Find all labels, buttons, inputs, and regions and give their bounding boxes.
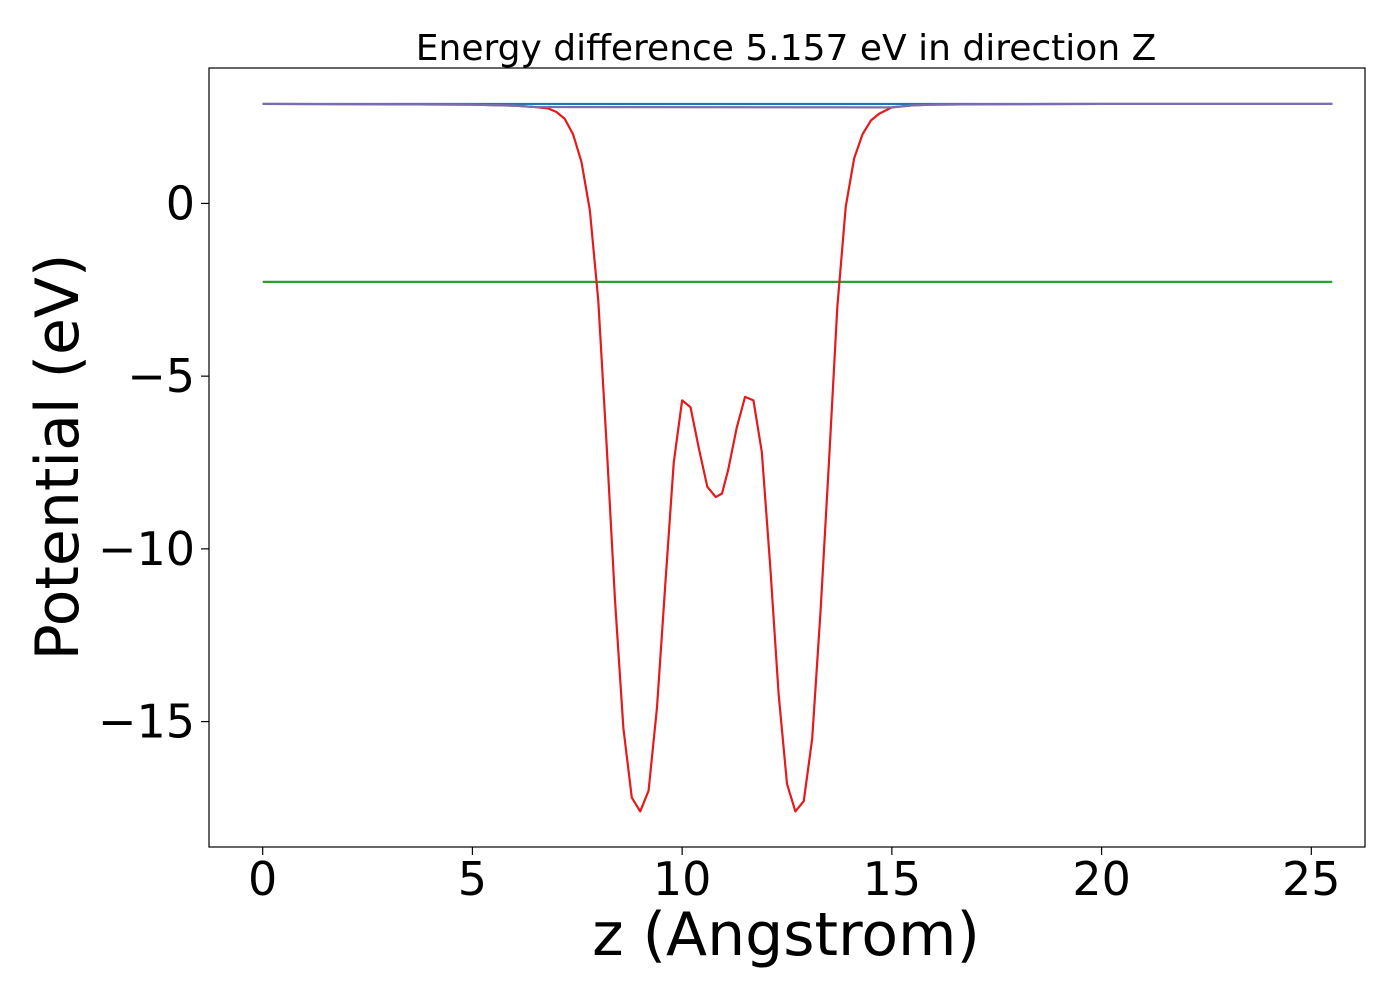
- plot-frame: [208, 67, 1366, 848]
- plot-area: [262, 102, 1333, 813]
- y-tick-label: −5: [127, 349, 195, 403]
- y-tick-label: −10: [98, 522, 195, 576]
- y-tick-label: −15: [98, 695, 195, 749]
- x-tick-label: 0: [248, 852, 277, 906]
- y-axis-label: Potential (eV): [23, 254, 93, 661]
- x-tick-label: 25: [1282, 852, 1341, 906]
- x-tick-label: 15: [863, 852, 922, 906]
- chart-title: Energy difference 5.157 eV in direction …: [416, 28, 1157, 69]
- x-axis: 0 5 10 15 20 25: [248, 847, 1341, 906]
- y-axis: 0 −5 −10 −15: [98, 176, 209, 749]
- y-tick-label: 0: [166, 176, 195, 230]
- series-line-3: [262, 102, 1333, 813]
- x-tick-label: 20: [1072, 852, 1131, 906]
- series-line-4: [262, 102, 1333, 109]
- x-tick-label: 10: [653, 852, 712, 906]
- x-axis-label: z (Angstrom): [592, 900, 980, 970]
- x-tick-label: 5: [458, 852, 487, 906]
